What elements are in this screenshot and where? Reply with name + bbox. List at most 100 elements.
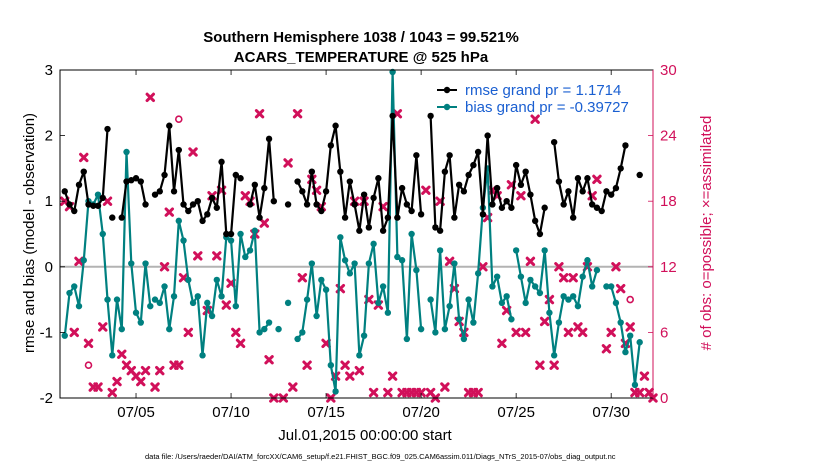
obs-assimilated-marker [478, 262, 488, 272]
bias-point [636, 339, 643, 346]
bias-point [242, 253, 249, 261]
rmse-point [118, 214, 125, 221]
rmse-point [332, 122, 339, 129]
obs-assimilated-marker [145, 92, 155, 103]
obs-assimilated-marker [254, 109, 265, 119]
obs-assimilated-marker [511, 327, 521, 338]
rmse-point [337, 168, 344, 175]
rmse-point [408, 207, 415, 215]
rmse-point [607, 191, 615, 198]
rmse-point [180, 201, 187, 208]
rmse-point [356, 227, 363, 234]
rmse-point [446, 152, 453, 159]
rmse-point [622, 142, 629, 149]
bias-point [555, 319, 563, 326]
bias-point [94, 191, 102, 198]
bias-point [626, 332, 634, 339]
bias-point [161, 283, 168, 290]
obs-assimilated-marker [164, 207, 174, 217]
rmse-point [612, 184, 620, 192]
bias-point [546, 309, 553, 316]
bias-point [318, 276, 325, 284]
obs-assimilated-marker [611, 262, 621, 272]
bias-point [132, 309, 140, 316]
rmse-point [227, 230, 235, 238]
bias-series [61, 68, 643, 395]
obs-assimilated-marker [416, 387, 426, 398]
obs-assimilated-marker [497, 338, 507, 349]
rmse-point [427, 112, 434, 120]
rmse-line-segment [600, 145, 627, 212]
obs-possible-marker [174, 115, 183, 123]
obs-assimilated-marker [520, 327, 531, 338]
bias-point [308, 260, 316, 267]
y2-tick-label: 12 [660, 259, 677, 276]
bias-point [170, 293, 178, 300]
rmse-point [313, 201, 320, 208]
obs-assimilated-marker [292, 109, 303, 119]
bias-point [147, 302, 154, 310]
rmse-point [432, 224, 439, 231]
bias-point [384, 309, 392, 316]
bias-point [612, 299, 620, 307]
chart-title-line-2: ACARS_TEMPERATURE @ 525 hPa [234, 49, 489, 66]
rmse-line-segment [249, 137, 275, 219]
bias-point [175, 217, 182, 225]
obs-assimilated-marker [530, 114, 540, 124]
rmse-point [531, 217, 539, 225]
bias-point [71, 283, 78, 290]
rmse-point [166, 122, 173, 129]
obs-assimilated-marker [634, 387, 645, 398]
rmse-point [204, 211, 211, 218]
bias-point [413, 266, 420, 274]
obs-assimilated-marker [297, 273, 308, 283]
rmse-point [151, 191, 159, 198]
bias-point [460, 335, 468, 343]
obs-assimilated-marker [302, 360, 312, 370]
bias-point [541, 247, 548, 254]
bias-point [218, 293, 225, 300]
bias-point [151, 296, 159, 303]
rmse-point [189, 201, 197, 208]
rmse-point [384, 214, 392, 221]
bias-point [66, 289, 73, 297]
y-tick-label: 0 [45, 259, 53, 276]
bias-point [403, 335, 411, 343]
rmse-point [584, 175, 591, 182]
obs-assimilated-marker [259, 218, 270, 228]
bias-point [104, 296, 111, 303]
rmse-point [284, 201, 292, 208]
rmse-point [170, 188, 178, 195]
y2-tick-label: 18 [660, 193, 677, 210]
rmse-point [365, 224, 373, 231]
obs-assimilated-marker [345, 371, 355, 381]
bias-point [346, 270, 354, 277]
y2-tick-label: 0 [660, 390, 668, 407]
rmse-point [218, 158, 225, 166]
rmse-point [375, 175, 382, 182]
bias-point [337, 234, 344, 241]
x-axis-label: Jul.01,2015 00:00:00 start [278, 427, 452, 444]
bias-point [550, 352, 558, 359]
rmse-point [256, 214, 263, 221]
rmse-point [479, 211, 487, 218]
rmse-point [588, 201, 596, 208]
bias-point [142, 260, 149, 267]
y-tick-label: 2 [45, 128, 53, 145]
rmse-point [460, 188, 468, 195]
obs-assimilated-marker [368, 387, 379, 398]
rmse-point [299, 188, 306, 195]
bias-point [208, 312, 216, 320]
rmse-point [71, 207, 78, 215]
obs-assimilated-marker [188, 147, 198, 157]
bias-point [204, 299, 211, 307]
bias-point [375, 299, 382, 307]
bias-point [427, 296, 434, 303]
rmse-point [389, 112, 396, 120]
obs-assimilated-marker [288, 382, 298, 392]
y-axis-label: rmse and bias (model - observation) [21, 113, 38, 353]
bias-point [455, 316, 463, 323]
rmse-point [294, 178, 301, 185]
rmse-point [61, 188, 68, 195]
